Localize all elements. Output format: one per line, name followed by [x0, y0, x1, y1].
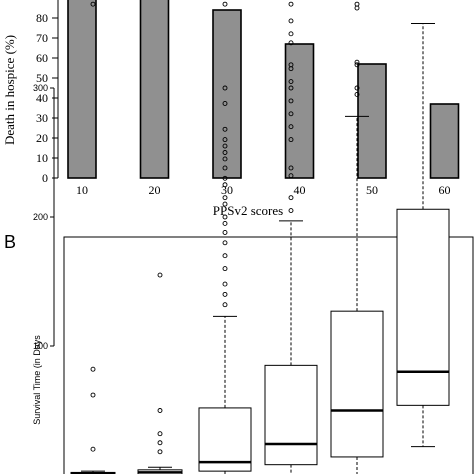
box-outlier: [222, 1, 228, 7]
box-plot-y-tick-label: 300: [33, 83, 48, 93]
box-outlier: [288, 195, 294, 201]
box-outlier: [288, 208, 294, 214]
bar-chart-bars: [67, 0, 460, 179]
bar-chart-x-ticks: 10 20 30 40 50 60: [76, 183, 451, 197]
box-outlier: [222, 240, 228, 246]
bar-chart-y-tick-label: 10: [36, 151, 48, 165]
bar-chart-x-tick-label: 50: [366, 183, 378, 197]
bar-chart-y-tick-label: 70: [36, 31, 48, 45]
box-outlier: [222, 230, 228, 235]
box-outlier: [157, 272, 163, 278]
bar-chart-x-tick-label: 20: [149, 183, 161, 197]
box-plot-y-label: Survival Time (in Days: [32, 335, 42, 425]
box-plot-group: [264, 1, 318, 474]
box-outlier: [157, 449, 163, 455]
box-plot-frame: [63, 236, 474, 474]
bar: [212, 9, 242, 179]
box-outlier: [157, 408, 163, 413]
panel-label-b: B: [4, 232, 16, 252]
bar: [284, 43, 315, 179]
bar-chart-x-label: PPSv2 scores: [213, 203, 283, 218]
box-outlier: [354, 5, 360, 11]
bar-chart-y-tick-label: 50: [36, 71, 48, 85]
box-iqr: [264, 364, 318, 466]
bar: [67, 0, 97, 179]
box-outlier: [222, 253, 228, 259]
bar-chart-y-axis: 0 10 20 30 40 50 60 70 80: [36, 0, 59, 185]
bar-chart-y-tick-label: 40: [36, 91, 48, 105]
box-iqr: [396, 208, 450, 406]
box-outlier: [157, 431, 163, 437]
box-outlier: [354, 59, 360, 65]
box-plot-group: [198, 1, 252, 474]
box-plot-y-tick-label: 200: [33, 212, 48, 222]
box-outlier: [288, 173, 294, 179]
box-outlier: [354, 1, 360, 7]
bar-chart-y-tick-label: 80: [36, 11, 48, 25]
bar: [429, 103, 460, 179]
box-outlier: [288, 18, 294, 24]
box-outlier: [222, 214, 228, 220]
box-outlier: [90, 1, 96, 7]
box-outlier: [288, 40, 294, 46]
box-outlier: [222, 182, 228, 188]
box-outlier: [288, 111, 294, 117]
bar-chart-x-tick-label: 10: [76, 183, 88, 197]
box-outlier: [288, 66, 294, 72]
box-outlier: [288, 31, 294, 37]
box-outlier: [222, 101, 228, 106]
box-outlier: [288, 98, 294, 104]
bar: [357, 63, 387, 179]
box-outlier: [222, 175, 228, 181]
box-outlier: [354, 62, 360, 68]
box-plot-group: [330, 1, 384, 474]
box-outlier: [354, 85, 360, 91]
box-outlier: [222, 165, 228, 171]
box-plot-group: [396, 23, 450, 448]
box-outlier: [222, 156, 228, 162]
box-outlier: [90, 366, 96, 372]
bar-chart-panel: 0 10 20 30 40 50 60 70 80 10 20 30 40 50 60 PPSv2 sco…: [2, 0, 460, 218]
box-iqr: [330, 310, 384, 458]
box-outlier: [222, 126, 228, 132]
box-outlier: [288, 124, 294, 130]
box-outlier: [222, 150, 228, 155]
box-outlier: [222, 195, 228, 201]
bar-chart-y-label: Death in hospice (%): [2, 35, 17, 145]
box-outlier: [288, 79, 294, 85]
box-outlier: [90, 392, 96, 398]
box-outlier: [288, 137, 294, 143]
box-outlier: [222, 201, 228, 207]
box-outlier: [222, 220, 228, 226]
box-plot-y-tick-label: 100: [33, 341, 48, 351]
box-outlier: [222, 266, 228, 272]
box-plot-group: [137, 272, 183, 474]
bar-chart-y-tick-label: 0: [42, 171, 48, 185]
box-outlier: [288, 85, 294, 91]
bar-chart-y-tick-label: 60: [36, 51, 48, 65]
box-outlier: [288, 1, 294, 7]
box-outlier: [222, 291, 228, 297]
box-iqr: [198, 407, 252, 472]
box-outlier: [222, 85, 228, 91]
box-outlier: [222, 137, 228, 143]
bar-chart-y-tick-label: 20: [36, 131, 48, 145]
bar-chart-x-tick-label: 60: [439, 183, 451, 197]
box-plot-boxes: [70, 1, 450, 474]
box-outlier: [354, 91, 360, 97]
box-outlier: [288, 165, 294, 171]
box-outlier: [222, 143, 228, 149]
box-outlier: [222, 281, 228, 287]
box-outlier: [90, 446, 96, 452]
bar-chart-x-tick-label: 40: [294, 183, 306, 197]
bar: [139, 0, 170, 179]
box-outlier: [157, 440, 163, 446]
bar-chart-y-tick-label: 30: [36, 111, 48, 125]
box-outlier: [222, 302, 228, 308]
